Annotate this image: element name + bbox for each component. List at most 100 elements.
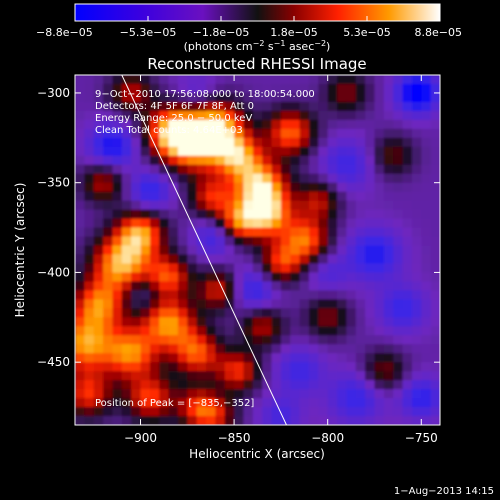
intensity-pixel	[346, 272, 357, 283]
intensity-pixel	[252, 335, 263, 345]
intensity-pixel	[299, 281, 310, 291]
intensity-pixel	[243, 299, 254, 309]
intensity-pixel	[196, 371, 207, 381]
intensity-pixel	[252, 218, 263, 229]
y-tick-label: −300	[37, 86, 70, 100]
intensity-pixel	[393, 227, 404, 238]
intensity-pixel	[318, 119, 329, 130]
intensity-pixel	[215, 281, 226, 291]
intensity-pixel	[252, 164, 263, 175]
intensity-pixel	[224, 326, 235, 336]
intensity-pixel	[140, 362, 151, 372]
intensity-pixel	[374, 245, 385, 256]
intensity-pixel	[234, 182, 245, 193]
intensity-pixel	[121, 272, 132, 283]
intensity-pixel	[421, 191, 432, 202]
intensity-pixel	[402, 191, 413, 202]
intensity-pixel	[337, 75, 348, 85]
intensity-pixel	[271, 407, 282, 417]
intensity-pixel	[374, 416, 385, 425]
intensity-pixel	[374, 128, 385, 139]
intensity-pixel	[224, 353, 235, 363]
intensity-pixel	[103, 110, 114, 121]
intensity-pixel	[327, 254, 338, 265]
intensity-pixel	[402, 236, 413, 247]
intensity-pixel	[327, 110, 338, 121]
intensity-pixel	[224, 164, 235, 175]
intensity-pixel	[121, 362, 132, 372]
intensity-pixel	[140, 299, 151, 309]
intensity-pixel	[430, 155, 440, 166]
intensity-pixel	[280, 263, 291, 274]
intensity-pixel	[140, 227, 151, 238]
intensity-pixel	[337, 236, 348, 247]
intensity-pixel	[103, 92, 114, 103]
intensity-pixel	[177, 308, 188, 318]
intensity-pixel	[430, 164, 440, 175]
intensity-pixel	[318, 371, 329, 381]
intensity-pixel	[318, 101, 329, 112]
intensity-pixel	[430, 92, 440, 103]
intensity-pixel	[262, 119, 273, 130]
intensity-pixel	[149, 128, 160, 139]
intensity-pixel	[131, 371, 142, 381]
intensity-pixel	[234, 389, 245, 399]
intensity-pixel	[187, 344, 198, 354]
intensity-pixel	[243, 128, 254, 139]
intensity-pixel	[421, 326, 432, 336]
intensity-pixel	[411, 344, 422, 354]
intensity-pixel	[84, 146, 95, 157]
intensity-pixel	[234, 137, 245, 148]
intensity-pixel	[93, 164, 104, 175]
intensity-pixel	[308, 380, 319, 390]
intensity-pixel	[121, 92, 132, 103]
intensity-pixel	[393, 173, 404, 184]
intensity-pixel	[187, 173, 198, 184]
intensity-pixel	[327, 173, 338, 184]
intensity-pixel	[131, 362, 142, 372]
intensity-pixel	[168, 407, 179, 417]
intensity-pixel	[411, 398, 422, 408]
intensity-pixel	[355, 218, 366, 229]
intensity-pixel	[224, 83, 235, 94]
intensity-pixel	[430, 137, 440, 148]
intensity-pixel	[187, 398, 198, 408]
intensity-pixel	[159, 281, 170, 291]
intensity-pixel	[112, 254, 123, 265]
intensity-pixel	[131, 290, 142, 300]
intensity-pixel	[393, 389, 404, 399]
intensity-pixel	[206, 119, 216, 130]
intensity-pixel	[430, 407, 440, 417]
intensity-pixel	[234, 245, 245, 256]
intensity-pixel	[215, 407, 226, 417]
intensity-pixel	[280, 335, 291, 345]
intensity-pixel	[337, 407, 348, 417]
intensity-pixel	[402, 326, 413, 336]
intensity-pixel	[346, 353, 357, 363]
intensity-pixel	[121, 191, 132, 202]
intensity-pixel	[252, 146, 263, 157]
intensity-pixel	[131, 110, 142, 121]
intensity-pixel	[430, 281, 440, 291]
intensity-pixel	[421, 236, 432, 247]
intensity-pixel	[121, 317, 132, 327]
intensity-pixel	[280, 281, 291, 291]
intensity-pixel	[196, 326, 207, 336]
intensity-pixel	[402, 317, 413, 327]
intensity-pixel	[346, 263, 357, 274]
intensity-pixel	[346, 218, 357, 229]
intensity-pixel	[393, 137, 404, 148]
intensity-pixel	[75, 245, 85, 256]
intensity-pixel	[112, 191, 123, 202]
intensity-pixel	[402, 173, 413, 184]
intensity-pixel	[206, 173, 216, 184]
intensity-pixel	[103, 254, 114, 265]
intensity-pixel	[224, 416, 235, 425]
intensity-pixel	[187, 335, 198, 345]
intensity-pixel	[252, 362, 263, 372]
intensity-pixel	[262, 407, 273, 417]
intensity-pixel	[290, 209, 301, 220]
intensity-pixel	[280, 146, 291, 157]
intensity-pixel	[402, 83, 413, 94]
intensity-pixel	[243, 371, 254, 381]
